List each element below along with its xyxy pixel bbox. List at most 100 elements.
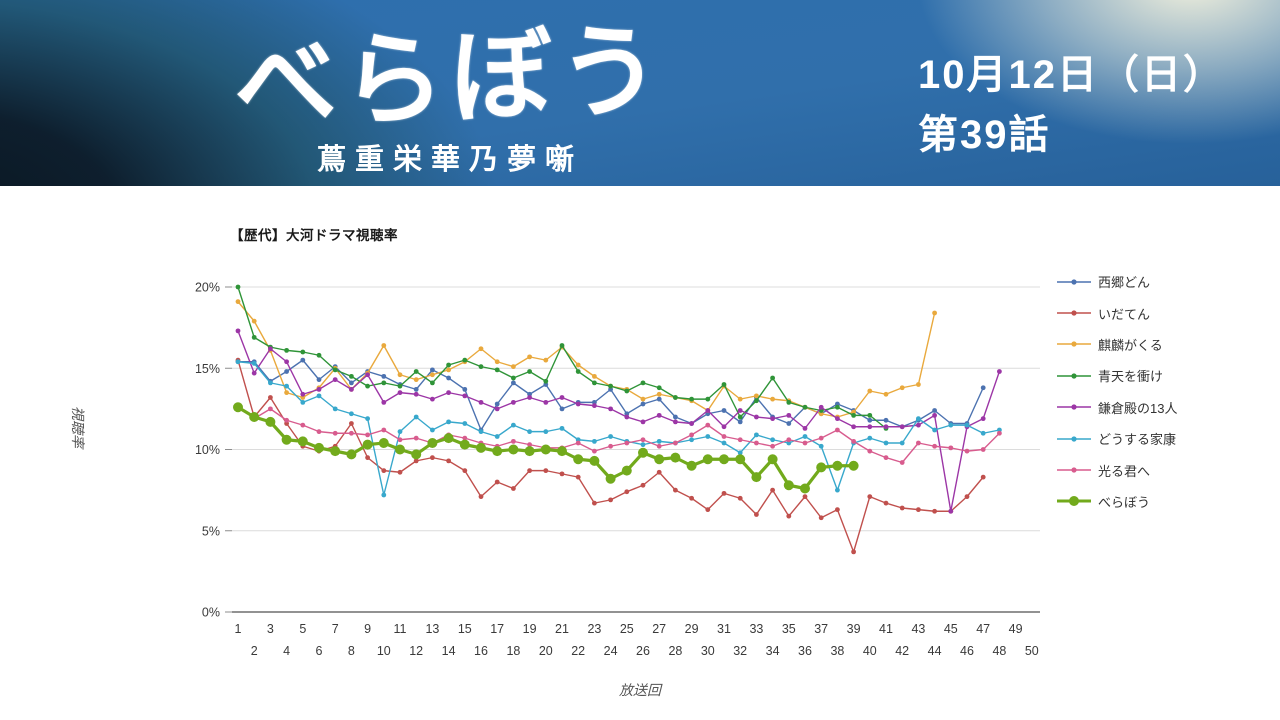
x-tick-label: 3 — [267, 622, 274, 636]
data-point — [332, 367, 338, 373]
x-tick-label: 44 — [928, 644, 942, 658]
data-point — [478, 346, 484, 352]
data-point — [751, 472, 762, 483]
data-point — [997, 430, 1002, 436]
data-point — [430, 427, 435, 433]
data-point — [767, 454, 778, 465]
data-point — [883, 391, 889, 397]
data-point — [397, 469, 403, 475]
x-tick-label: 41 — [879, 622, 893, 636]
data-point — [964, 448, 970, 454]
data-point — [365, 455, 370, 461]
data-point — [430, 396, 435, 402]
data-point — [835, 404, 840, 410]
data-point — [235, 328, 241, 334]
data-point — [867, 417, 873, 423]
data-point — [284, 347, 289, 353]
data-point — [235, 284, 241, 290]
x-tick-label: 21 — [555, 622, 569, 636]
data-point — [300, 422, 306, 428]
data-point — [527, 442, 532, 448]
data-point — [284, 383, 289, 389]
data-point — [737, 437, 743, 443]
data-point — [624, 489, 630, 495]
x-tick-label: 20 — [539, 644, 553, 658]
legend-marker-icon — [1057, 341, 1091, 348]
data-point — [235, 359, 241, 365]
data-point — [883, 424, 889, 430]
drama-subtitle: 蔦重栄華乃夢噺 — [316, 144, 583, 176]
y-tick-label: 15% — [195, 362, 220, 376]
data-point — [349, 421, 354, 426]
data-point — [916, 416, 921, 422]
data-point — [689, 396, 694, 402]
data-point — [527, 369, 532, 374]
data-point — [378, 438, 389, 448]
data-point — [494, 359, 500, 365]
legend-label: どうする家康 — [1098, 432, 1177, 448]
data-point — [316, 429, 322, 435]
data-point — [735, 454, 746, 465]
data-point — [624, 414, 630, 420]
data-point — [511, 422, 516, 428]
series-line — [237, 405, 1000, 464]
chart-legend: 西郷どん いだてん 麒麟がくる 青天を衝け 鎌倉殿の13人 どうする家康 光る君へ べらぼう — [1056, 266, 1177, 517]
data-point — [816, 462, 827, 473]
data-point — [786, 513, 792, 519]
data-point — [948, 445, 954, 451]
data-point — [673, 419, 678, 425]
data-point — [980, 447, 986, 452]
x-tick-label: 28 — [668, 644, 682, 658]
legend-item: どうする家康 — [1056, 423, 1177, 454]
data-point — [462, 357, 468, 363]
data-point — [818, 435, 824, 441]
x-axis-label: 放送回 — [619, 682, 661, 698]
data-point — [737, 408, 743, 413]
x-tick-label: 14 — [442, 644, 456, 658]
data-point — [802, 404, 808, 410]
legend-marker-icon — [1057, 310, 1091, 316]
data-point — [430, 367, 435, 373]
x-tick-label: 18 — [506, 644, 520, 658]
data-point — [851, 424, 856, 430]
data-point — [754, 393, 759, 399]
data-point — [365, 383, 370, 389]
data-point — [721, 440, 727, 446]
data-point — [932, 508, 937, 514]
x-tick-label: 9 — [364, 622, 371, 636]
data-point — [527, 429, 532, 435]
data-point — [686, 460, 697, 471]
data-point — [835, 487, 840, 493]
x-tick-label: 19 — [523, 622, 537, 636]
data-point — [737, 396, 743, 402]
data-point — [413, 458, 419, 464]
data-point — [362, 439, 373, 450]
data-point — [511, 486, 516, 491]
x-tick-label: 24 — [604, 644, 618, 658]
data-point — [770, 375, 775, 381]
series-line — [237, 330, 1001, 512]
data-point — [413, 414, 419, 420]
data-point — [592, 403, 597, 409]
x-tick-label: 7 — [332, 622, 339, 636]
data-point — [349, 373, 354, 379]
data-point — [608, 383, 613, 389]
data-point — [527, 395, 532, 400]
data-point — [381, 427, 387, 433]
data-point — [462, 393, 468, 399]
x-tick-label: 23 — [587, 622, 601, 636]
data-point — [867, 424, 873, 430]
data-point — [494, 479, 500, 485]
data-point — [575, 401, 581, 407]
data-point — [462, 386, 468, 392]
data-point — [867, 435, 873, 441]
data-point — [314, 442, 324, 453]
data-point — [997, 369, 1002, 374]
x-tick-label: 2 — [251, 644, 258, 658]
data-point — [656, 391, 662, 397]
data-point — [575, 369, 581, 374]
x-tick-label: 34 — [766, 644, 780, 658]
data-point — [413, 391, 419, 397]
data-point — [446, 458, 451, 464]
x-tick-label: 17 — [490, 622, 504, 636]
